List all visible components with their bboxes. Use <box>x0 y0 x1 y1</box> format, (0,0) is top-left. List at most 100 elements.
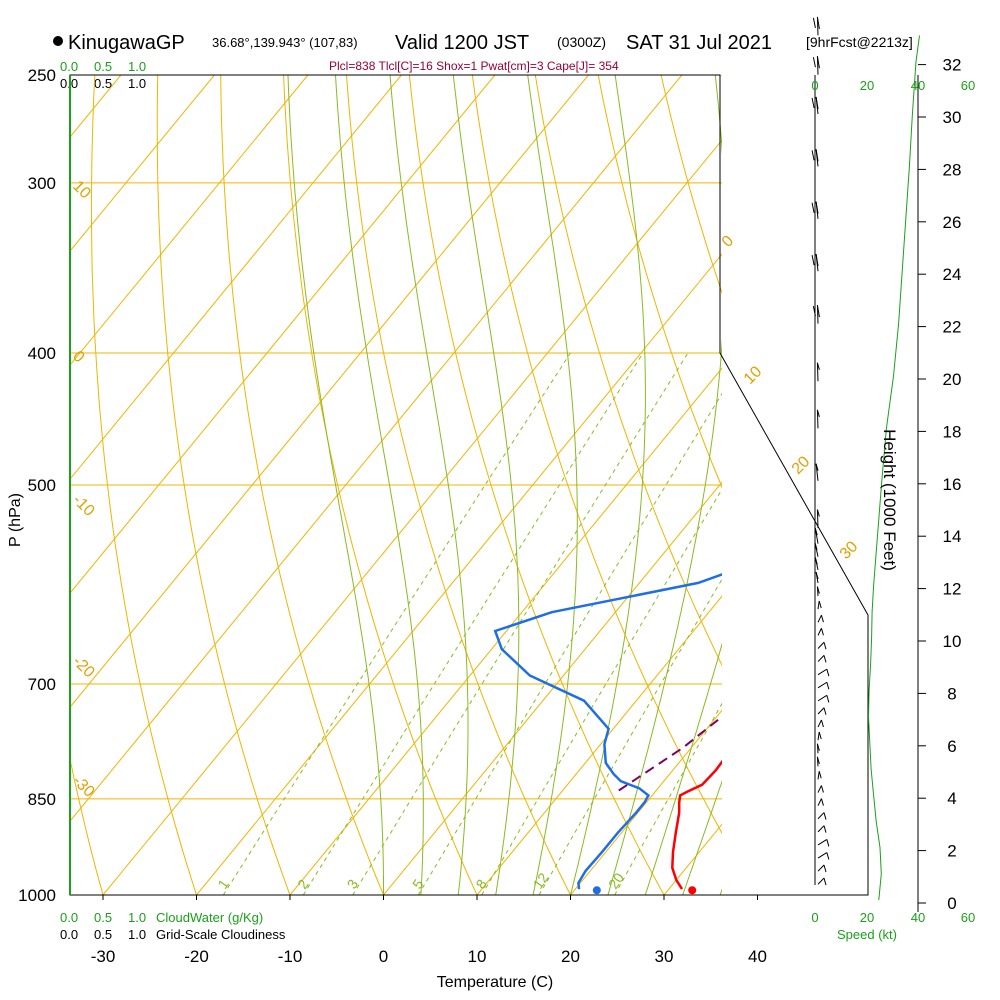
wind-barb-staff <box>817 641 825 649</box>
height-tick-label: 0 <box>947 894 956 913</box>
pressure-tick-label: 300 <box>28 174 56 193</box>
wind-barb-flag <box>816 305 820 318</box>
wind-barb-flag <box>816 16 820 29</box>
wind-barb-flag <box>823 864 827 873</box>
temperature-tick-label: -20 <box>184 947 209 966</box>
pressure-axis: 250 300 400 500 700 850 1000 <box>18 66 56 905</box>
wind-barb-flag <box>820 615 824 623</box>
wind-barb-staff <box>817 798 822 806</box>
moist-adiabat <box>607 75 722 895</box>
speed-bottom-tick-label: 40 <box>911 910 925 925</box>
wind-barb-flag <box>826 839 830 847</box>
wind-barb <box>817 839 830 847</box>
top-black-scale-2: 1.0 <box>128 76 146 91</box>
wind-barb-flag <box>823 707 827 715</box>
mixing-ratio-line <box>352 352 689 895</box>
pressure-tick-label: 400 <box>28 344 56 363</box>
isotherm-line <box>70 75 402 480</box>
wind-barb <box>817 877 827 886</box>
wind-barb <box>817 707 827 715</box>
wind-barb-flag <box>814 527 818 536</box>
pressure-tick-label: 1000 <box>18 886 56 905</box>
dry-adiabat <box>967 51 1000 924</box>
isotherm-line <box>851 75 1000 895</box>
speed-top-tick-label: 0 <box>811 78 818 93</box>
isotherm-line <box>70 75 496 594</box>
wind-barb-flag <box>818 600 822 609</box>
cloudiness-label: Grid-Scale Cloudiness <box>156 927 286 942</box>
wind-barb-flag <box>811 97 815 109</box>
station-bullet-icon <box>53 36 63 46</box>
height-tick-label: 28 <box>943 160 962 179</box>
wind-barb <box>816 362 820 382</box>
height-tick-label: 30 <box>943 108 962 127</box>
mixing-ratio-line <box>538 578 722 895</box>
isotherm-line <box>196 253 722 895</box>
isotherm-line <box>102 139 722 895</box>
wind-barb <box>814 542 819 557</box>
wind-barb <box>816 409 820 429</box>
wind-barb <box>817 641 827 650</box>
forecast-date: SAT 31 Jul 2021 <box>626 32 772 54</box>
wind-barb-flag <box>820 785 824 793</box>
moist-adiabat <box>644 642 722 895</box>
wind-barb-staff <box>817 852 828 859</box>
wind-barb-flag <box>816 756 820 765</box>
temperature-tick-label: 20 <box>561 947 580 966</box>
height-tick-label: 16 <box>943 475 962 494</box>
wind-barb <box>814 557 819 570</box>
wind-barb <box>817 655 827 663</box>
moist-adiabat <box>335 75 424 895</box>
zulu-time: (0300Z) <box>557 34 606 50</box>
wind-barb <box>812 16 820 36</box>
dry-adiabat <box>70 756 104 895</box>
wind-barb <box>816 509 820 528</box>
wind-barb-staff <box>816 509 819 528</box>
wind-barb <box>816 756 820 767</box>
mixing-ratio-label: 20 <box>605 870 627 892</box>
isotherm-label: -10 <box>69 492 97 520</box>
height-tick-label: 10 <box>943 632 962 651</box>
speed-top-tick-label: 60 <box>961 78 975 93</box>
top-green-scale-0: 0.0 <box>60 59 78 74</box>
dewpoint-trace <box>493 573 722 890</box>
temperature-tick-label: 30 <box>655 947 674 966</box>
temperature-tick-label: 0 <box>379 947 388 966</box>
speed-axis: 0 20 40 600 20 40 60 <box>811 78 975 925</box>
mixing-ratio-line <box>222 352 571 895</box>
speed-bottom-tick-label: 20 <box>860 910 874 925</box>
moist-adiabat <box>570 75 646 895</box>
isotherm-line <box>70 75 683 823</box>
isotherm-line <box>758 75 1000 895</box>
adiabat-label: 20 <box>789 453 814 478</box>
temperature-trace <box>671 759 722 890</box>
wind-barb-flag <box>823 812 827 820</box>
wind-barb-flag <box>820 719 824 728</box>
wind-barb-flag <box>815 201 819 214</box>
wind-barb-flag <box>811 202 815 213</box>
wind-speed-profile <box>867 35 920 901</box>
wind-barb-staff <box>817 719 822 728</box>
mixing-ratio-label: 1 <box>214 876 232 892</box>
dry-adiabat <box>597 75 722 489</box>
wind-barb-flag <box>815 149 819 162</box>
wind-barb <box>812 305 820 324</box>
wind-barb <box>817 771 822 780</box>
wind-barb-flag <box>816 586 820 594</box>
height-tick-label: 22 <box>943 318 962 337</box>
isotherm-line <box>70 75 589 708</box>
wind-barb <box>817 798 824 806</box>
mixing-ratio-line <box>302 352 644 895</box>
bottom-black-scale-2: 1.0 <box>128 927 146 942</box>
height-tick-label: 26 <box>943 213 962 232</box>
dry-adiabat <box>471 75 722 835</box>
wind-barb-flag <box>816 409 820 418</box>
wind-barb-flag <box>814 542 818 550</box>
wind-barb-flag <box>815 463 819 471</box>
wind-barb <box>815 463 819 481</box>
isotherm-line <box>289 367 722 895</box>
isotherm-line <box>476 595 722 895</box>
